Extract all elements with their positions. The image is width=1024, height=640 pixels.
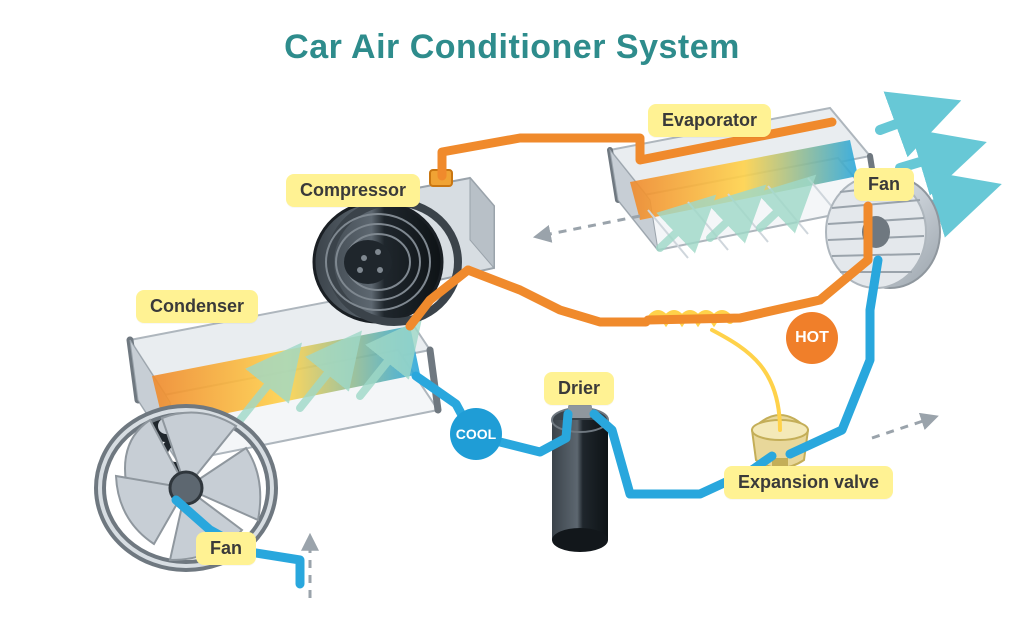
cool-badge: COOL (450, 408, 502, 460)
label-evaporator: Evaporator (648, 104, 771, 137)
hot-badge: HOT (786, 312, 838, 364)
drier (552, 404, 608, 552)
label-fan-right: Fan (854, 168, 914, 201)
label-condenser: Condenser (136, 290, 258, 323)
label-compressor: Compressor (286, 174, 420, 207)
page-title: Car Air Conditioner System (0, 28, 1024, 67)
label-fan-left: Fan (196, 532, 256, 565)
label-drier: Drier (544, 372, 614, 405)
label-expansion-valve: Expansion valve (724, 466, 893, 499)
